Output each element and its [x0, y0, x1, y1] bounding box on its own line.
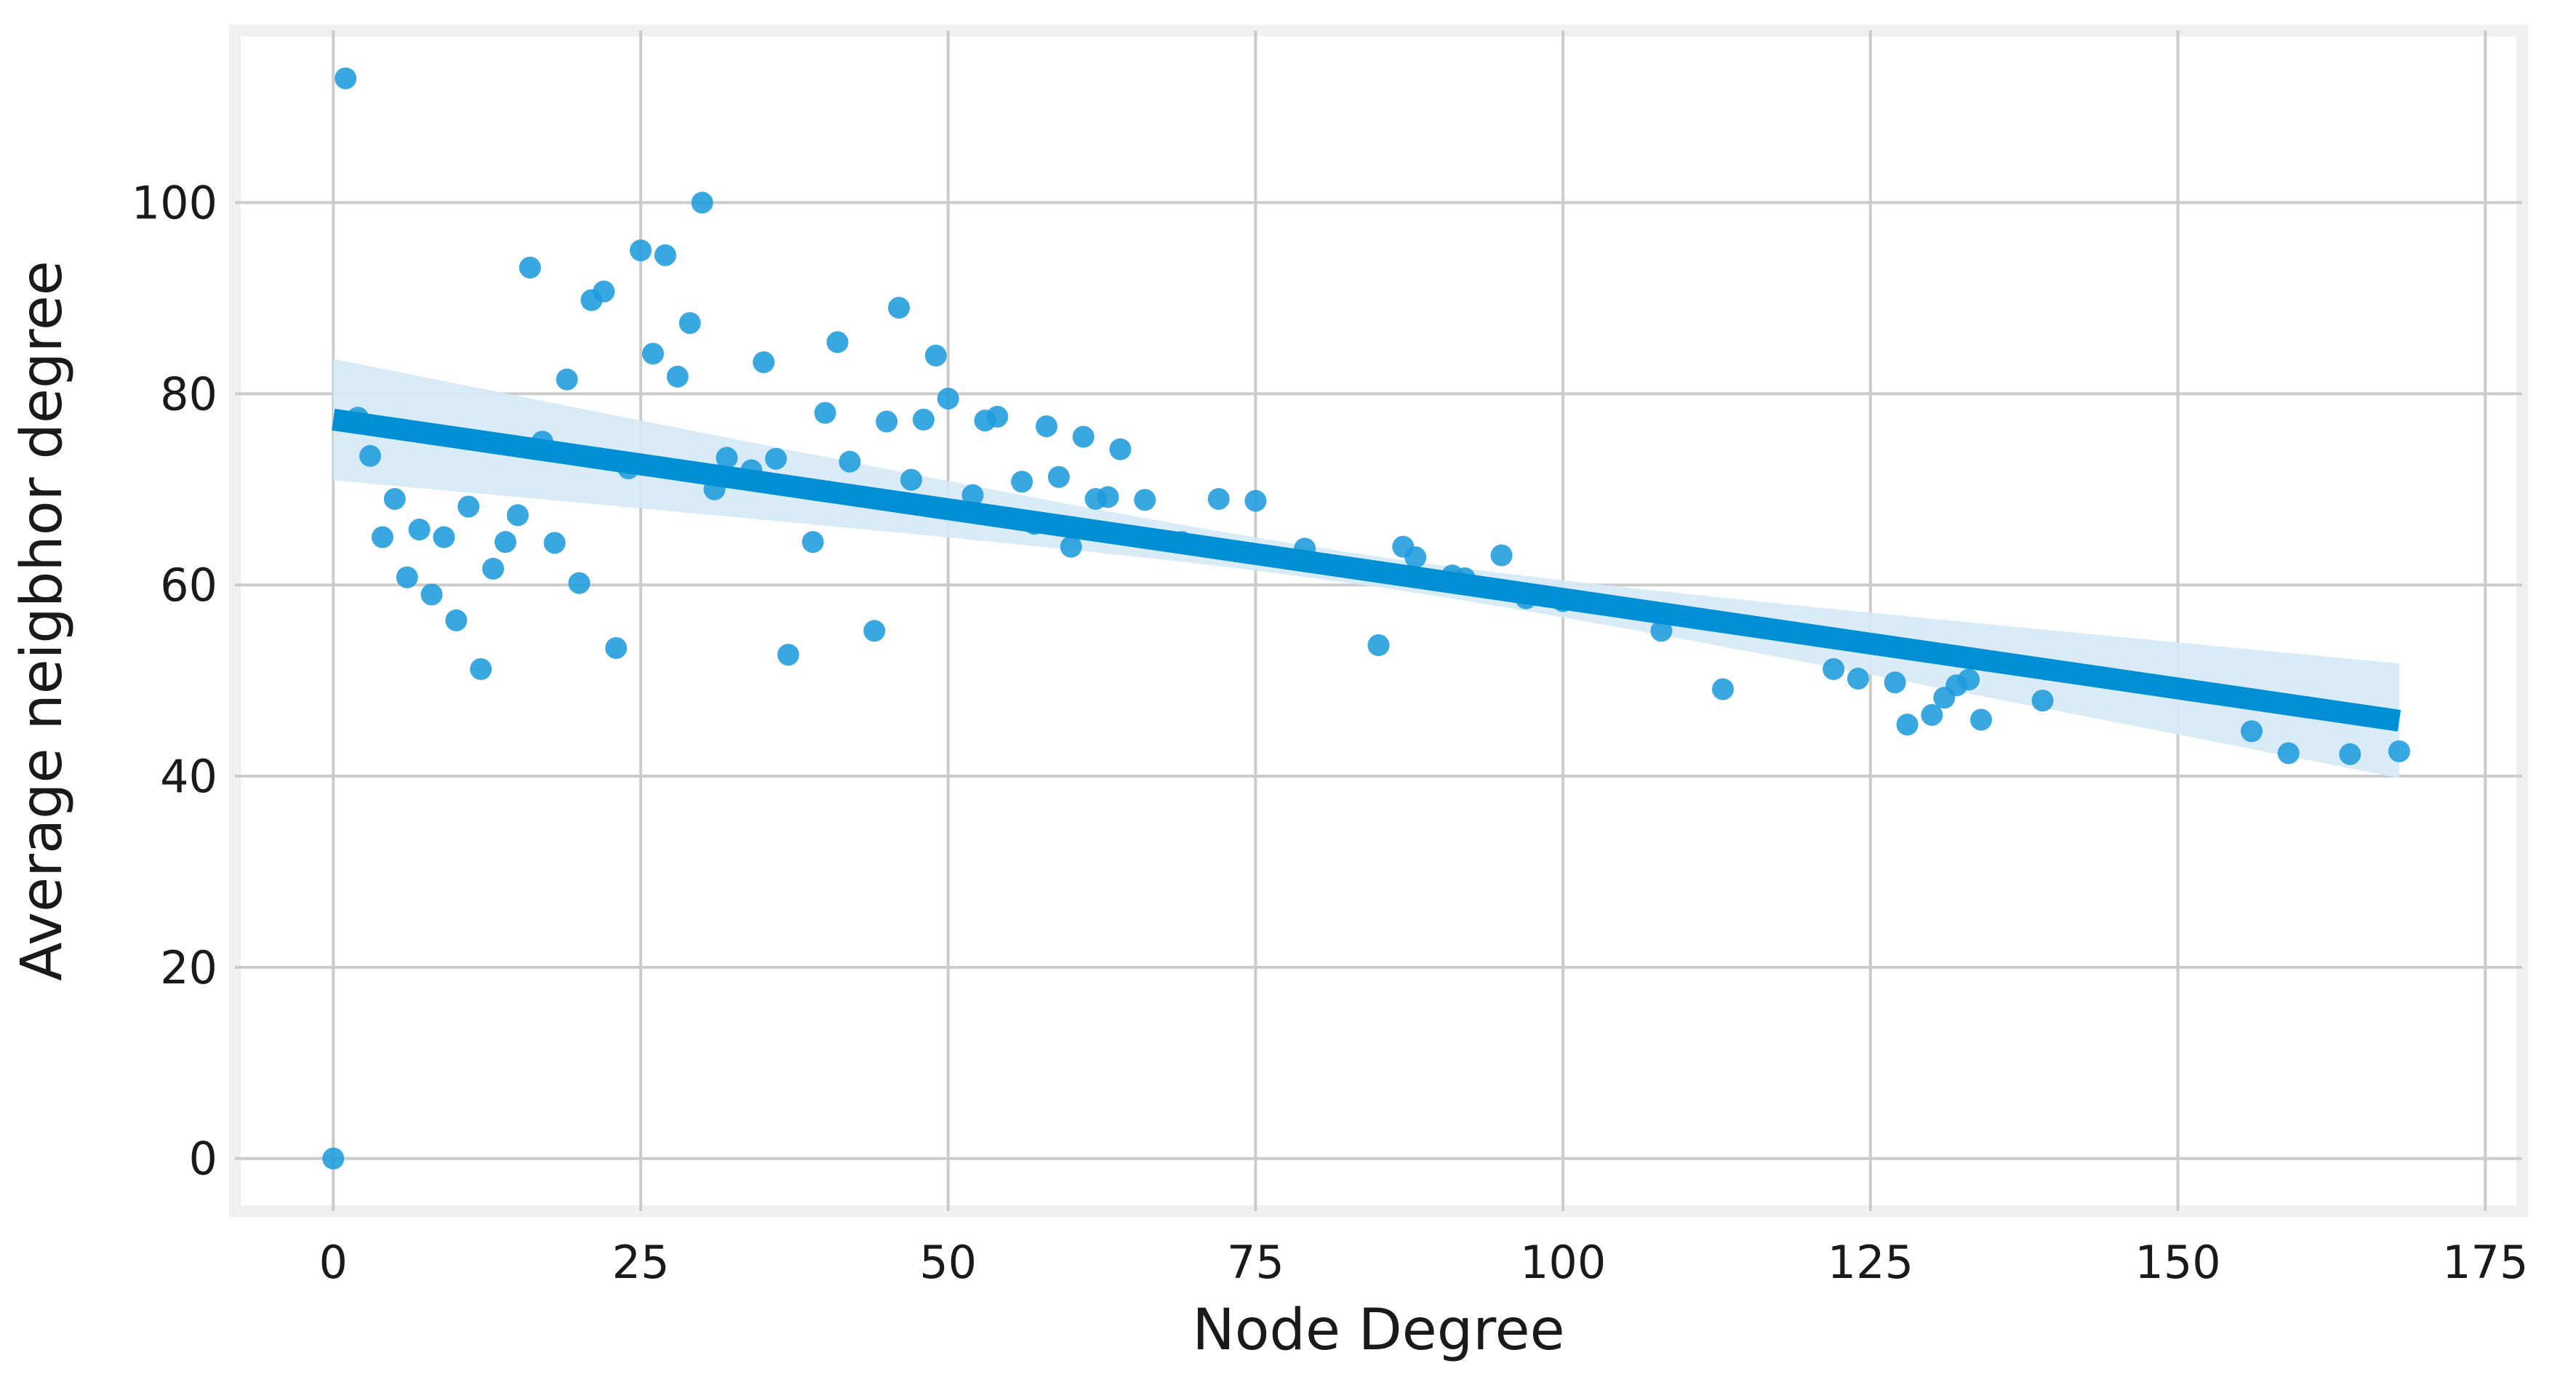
data-point: [1404, 546, 1427, 569]
regression-line: [332, 409, 2401, 732]
data-point: [666, 365, 689, 388]
data-point: [568, 572, 591, 594]
data-point: [986, 405, 1009, 428]
data-point: [1011, 471, 1033, 493]
data-point: [445, 609, 468, 631]
data-point: [519, 256, 541, 279]
data-point: [876, 410, 898, 433]
data-point: [1109, 438, 1132, 460]
data-point: [2277, 742, 2300, 764]
data-point: [482, 557, 505, 580]
data-point: [1884, 671, 1906, 694]
data-point: [777, 644, 799, 666]
data-point: [457, 495, 480, 518]
y-tick-label: 0: [189, 1133, 217, 1186]
data-point: [654, 244, 676, 266]
data-point: [814, 402, 836, 424]
data-point: [396, 566, 418, 588]
data-point: [679, 312, 701, 335]
data-point: [1650, 620, 1673, 642]
data-point: [593, 280, 615, 303]
data-point: [1896, 714, 1919, 736]
x-tick-label: 0: [319, 1236, 348, 1289]
data-point: [2031, 690, 2054, 712]
y-axis-label: Average neigbhor degree: [9, 260, 75, 981]
data-point: [543, 532, 566, 554]
data-point: [888, 297, 911, 319]
x-axis-label: Node Degree: [1192, 1298, 1564, 1363]
data-point: [1134, 489, 1156, 511]
plot-area: [229, 25, 2528, 1217]
data-point: [359, 444, 381, 467]
tick-labels: 0 25 50 75 100 125 150 175 0 20 40 60 80 100: [132, 177, 2529, 1289]
data-point: [629, 239, 652, 262]
data-point: [900, 468, 922, 491]
x-tick-label: 175: [2442, 1236, 2528, 1289]
data-point: [1207, 487, 1230, 510]
y-tick-label: 60: [160, 559, 217, 612]
data-point: [1060, 535, 1082, 558]
data-point: [912, 408, 935, 431]
x-tick-label: 125: [1828, 1236, 1913, 1289]
data-point: [716, 447, 738, 469]
data-point: [1244, 490, 1267, 512]
y-tick-label: 80: [160, 367, 217, 420]
data-point: [1711, 678, 1734, 700]
data-point: [1047, 466, 1070, 488]
data-point: [863, 620, 886, 642]
data-point: [801, 531, 824, 554]
data-point: [1970, 708, 1993, 731]
data-point: [605, 636, 628, 659]
data-point: [420, 583, 443, 606]
data-point: [1490, 544, 1513, 567]
data-point: [506, 504, 529, 527]
data-point: [826, 331, 849, 354]
x-tick-label: 75: [1227, 1236, 1284, 1289]
data-point: [961, 484, 984, 506]
data-point: [383, 487, 406, 510]
y-tick-label: 100: [132, 177, 217, 230]
data-point: [1847, 668, 1869, 690]
data-point: [764, 447, 787, 470]
data-point: [322, 1147, 345, 1170]
y-tick-label: 40: [160, 750, 217, 803]
x-tick-label: 25: [612, 1236, 670, 1289]
data-point: [2339, 743, 2361, 765]
data-point: [2388, 740, 2410, 762]
data-point: [753, 351, 775, 374]
data-point: [494, 531, 516, 554]
data-point: [937, 387, 959, 410]
data-point: [1097, 486, 1119, 508]
data-point: [408, 518, 431, 540]
data-point: [1072, 426, 1095, 448]
data-point: [335, 67, 357, 89]
data-point: [1035, 415, 1057, 438]
data-point: [924, 344, 947, 367]
data-point: [691, 191, 713, 214]
x-tick-label: 100: [1520, 1236, 1606, 1289]
data-point: [470, 658, 492, 680]
gridlines: [235, 31, 2522, 1211]
data-point: [433, 526, 455, 548]
data-point: [1958, 668, 1980, 691]
regression-line-group: [332, 409, 2401, 732]
x-tick-label: 50: [919, 1236, 977, 1289]
x-tick-label: 150: [2135, 1236, 2220, 1289]
data-point: [556, 368, 578, 391]
data-point: [2241, 720, 2263, 743]
data-point: [371, 526, 393, 548]
y-tick-label: 20: [160, 941, 217, 994]
data-point: [1823, 658, 1845, 680]
data-point: [1921, 703, 1943, 726]
data-point: [1367, 634, 1390, 657]
data-point: [641, 343, 664, 365]
data-point: [839, 450, 861, 473]
